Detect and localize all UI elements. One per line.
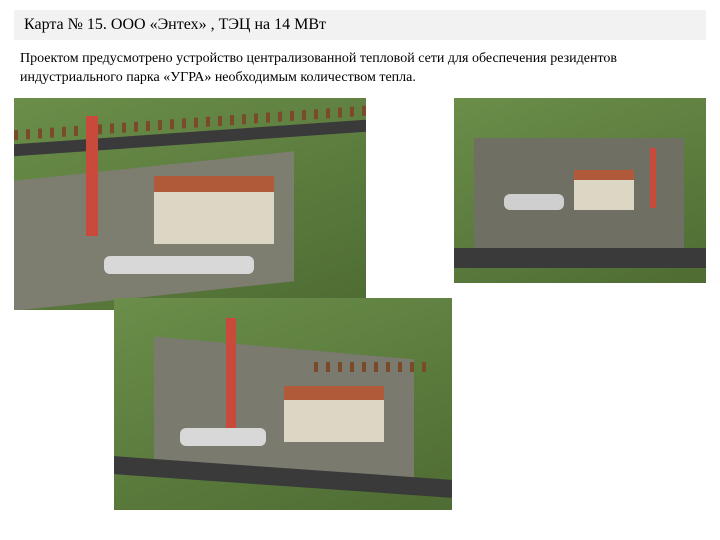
render-panel-1: [14, 98, 366, 310]
road: [454, 248, 706, 268]
page-title-bar: Карта № 15. ООО «Энтех» , ТЭЦ на 14 МВт: [14, 10, 706, 40]
page-title: Карта № 15. ООО «Энтех» , ТЭЦ на 14 МВт: [24, 16, 326, 33]
main-building: [154, 184, 274, 244]
render-gallery: [14, 98, 706, 528]
main-building: [574, 176, 634, 210]
storage-tank: [180, 428, 266, 446]
main-roof: [284, 386, 384, 400]
render-panel-2: [454, 98, 706, 283]
chimney-stack: [226, 318, 236, 428]
main-roof: [154, 176, 274, 192]
project-description: Проектом предусмотрено устройство центра…: [20, 50, 700, 88]
storage-tank: [104, 256, 254, 274]
chimney-stack: [86, 116, 98, 236]
main-building: [284, 394, 384, 442]
main-roof: [574, 170, 634, 180]
chimney-stack: [650, 148, 656, 208]
tree-row: [314, 362, 434, 372]
render-panel-3: [114, 298, 452, 510]
storage-tank: [504, 194, 564, 210]
